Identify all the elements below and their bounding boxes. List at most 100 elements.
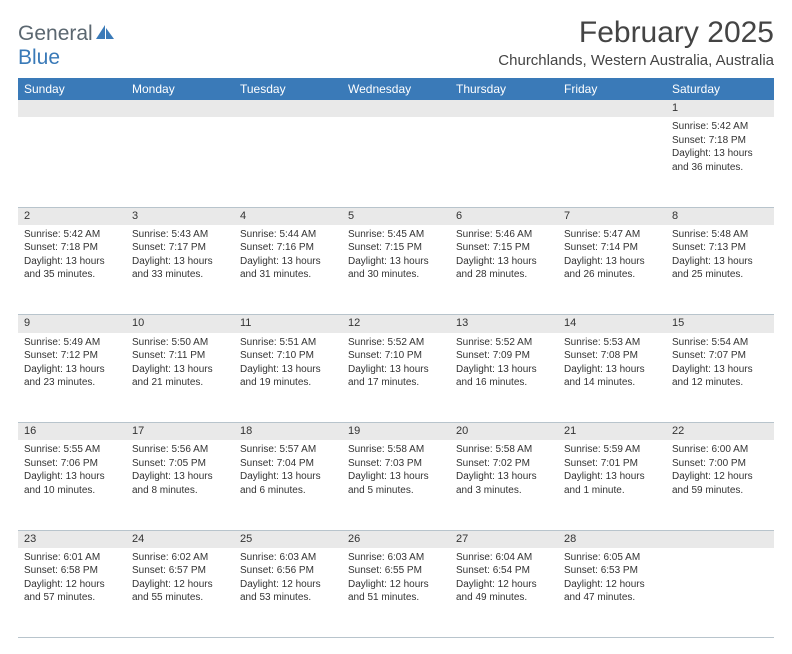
day-number: 20 (450, 423, 558, 441)
day-header: Friday (558, 78, 666, 100)
sunrise-text: Sunrise: 5:45 AM (348, 228, 444, 242)
day-number (558, 100, 666, 117)
daylight-text: Daylight: 13 hours and 10 minutes. (24, 470, 120, 497)
day-header: Sunday (18, 78, 126, 100)
sunrise-text: Sunrise: 5:48 AM (672, 228, 768, 242)
day-number: 16 (18, 423, 126, 441)
day-details: Sunrise: 6:03 AMSunset: 6:56 PMDaylight:… (234, 548, 342, 611)
day-header: Saturday (666, 78, 774, 100)
calendar-body: 1Sunrise: 5:42 AMSunset: 7:18 PMDaylight… (18, 100, 774, 638)
day-number: 27 (450, 530, 558, 548)
day-details: Sunrise: 6:05 AMSunset: 6:53 PMDaylight:… (558, 548, 666, 611)
day-number: 14 (558, 315, 666, 333)
calendar-header-row: Sunday Monday Tuesday Wednesday Thursday… (18, 78, 774, 100)
sunrise-text: Sunrise: 5:54 AM (672, 336, 768, 350)
day-cell: Sunrise: 5:56 AMSunset: 7:05 PMDaylight:… (126, 440, 234, 530)
daylight-text: Daylight: 13 hours and 28 minutes. (456, 255, 552, 282)
daylight-text: Daylight: 12 hours and 47 minutes. (564, 578, 660, 605)
location: Churchlands, Western Australia, Australi… (498, 52, 774, 69)
day-number: 26 (342, 530, 450, 548)
day-cell: Sunrise: 5:50 AMSunset: 7:11 PMDaylight:… (126, 333, 234, 423)
sunset-text: Sunset: 7:07 PM (672, 349, 768, 363)
sunrise-text: Sunrise: 5:43 AM (132, 228, 228, 242)
day-cell: Sunrise: 5:42 AMSunset: 7:18 PMDaylight:… (666, 117, 774, 207)
day-cell: Sunrise: 6:00 AMSunset: 7:00 PMDaylight:… (666, 440, 774, 530)
day-cell: Sunrise: 5:53 AMSunset: 7:08 PMDaylight:… (558, 333, 666, 423)
day-number: 17 (126, 423, 234, 441)
day-details: Sunrise: 5:58 AMSunset: 7:02 PMDaylight:… (450, 440, 558, 503)
sunset-text: Sunset: 7:06 PM (24, 457, 120, 471)
day-number: 2 (18, 207, 126, 225)
sunset-text: Sunset: 6:56 PM (240, 564, 336, 578)
sunrise-text: Sunrise: 5:52 AM (348, 336, 444, 350)
sunrise-text: Sunrise: 5:46 AM (456, 228, 552, 242)
sunset-text: Sunset: 7:11 PM (132, 349, 228, 363)
daylight-text: Daylight: 12 hours and 53 minutes. (240, 578, 336, 605)
day-details: Sunrise: 5:45 AMSunset: 7:15 PMDaylight:… (342, 225, 450, 288)
day-cell: Sunrise: 5:47 AMSunset: 7:14 PMDaylight:… (558, 225, 666, 315)
day-details: Sunrise: 5:56 AMSunset: 7:05 PMDaylight:… (126, 440, 234, 503)
sunset-text: Sunset: 6:55 PM (348, 564, 444, 578)
sunrise-text: Sunrise: 6:00 AM (672, 443, 768, 457)
daylight-text: Daylight: 13 hours and 26 minutes. (564, 255, 660, 282)
day-details: Sunrise: 5:52 AMSunset: 7:09 PMDaylight:… (450, 333, 558, 396)
day-cell (234, 117, 342, 207)
daylight-text: Daylight: 13 hours and 5 minutes. (348, 470, 444, 497)
day-details: Sunrise: 5:59 AMSunset: 7:01 PMDaylight:… (558, 440, 666, 503)
sunset-text: Sunset: 7:13 PM (672, 241, 768, 255)
week-row: Sunrise: 5:42 AMSunset: 7:18 PMDaylight:… (18, 225, 774, 315)
day-cell: Sunrise: 5:59 AMSunset: 7:01 PMDaylight:… (558, 440, 666, 530)
day-number: 19 (342, 423, 450, 441)
day-cell: Sunrise: 5:44 AMSunset: 7:16 PMDaylight:… (234, 225, 342, 315)
sunset-text: Sunset: 6:54 PM (456, 564, 552, 578)
daylight-text: Daylight: 13 hours and 19 minutes. (240, 363, 336, 390)
sunrise-text: Sunrise: 5:51 AM (240, 336, 336, 350)
day-number: 7 (558, 207, 666, 225)
sunrise-text: Sunrise: 5:58 AM (348, 443, 444, 457)
day-details: Sunrise: 5:43 AMSunset: 7:17 PMDaylight:… (126, 225, 234, 288)
calendar-page: General Blue February 2025 Churchlands, … (0, 0, 792, 654)
day-number: 23 (18, 530, 126, 548)
sunrise-text: Sunrise: 6:05 AM (564, 551, 660, 565)
day-details: Sunrise: 5:54 AMSunset: 7:07 PMDaylight:… (666, 333, 774, 396)
day-details: Sunrise: 6:03 AMSunset: 6:55 PMDaylight:… (342, 548, 450, 611)
sunset-text: Sunset: 7:00 PM (672, 457, 768, 471)
sunset-text: Sunset: 7:10 PM (240, 349, 336, 363)
day-cell: Sunrise: 5:58 AMSunset: 7:02 PMDaylight:… (450, 440, 558, 530)
day-number (126, 100, 234, 117)
day-number: 21 (558, 423, 666, 441)
sunrise-text: Sunrise: 5:52 AM (456, 336, 552, 350)
day-details: Sunrise: 5:58 AMSunset: 7:03 PMDaylight:… (342, 440, 450, 503)
sunset-text: Sunset: 7:05 PM (132, 457, 228, 471)
daylight-text: Daylight: 12 hours and 59 minutes. (672, 470, 768, 497)
day-number: 1 (666, 100, 774, 117)
sunrise-text: Sunrise: 5:47 AM (564, 228, 660, 242)
day-details: Sunrise: 5:48 AMSunset: 7:13 PMDaylight:… (666, 225, 774, 288)
day-details: Sunrise: 6:00 AMSunset: 7:00 PMDaylight:… (666, 440, 774, 503)
sunrise-text: Sunrise: 5:50 AM (132, 336, 228, 350)
day-details: Sunrise: 5:42 AMSunset: 7:18 PMDaylight:… (666, 117, 774, 180)
logo-text-blue: Blue (18, 46, 60, 69)
day-header: Wednesday (342, 78, 450, 100)
logo-text-general: General (18, 22, 93, 45)
day-details: Sunrise: 6:04 AMSunset: 6:54 PMDaylight:… (450, 548, 558, 611)
day-details: Sunrise: 5:42 AMSunset: 7:18 PMDaylight:… (18, 225, 126, 288)
day-number (450, 100, 558, 117)
sunrise-text: Sunrise: 6:02 AM (132, 551, 228, 565)
day-number: 3 (126, 207, 234, 225)
sunrise-text: Sunrise: 5:56 AM (132, 443, 228, 457)
daylight-text: Daylight: 13 hours and 14 minutes. (564, 363, 660, 390)
day-number-row: 1 (18, 100, 774, 117)
daylight-text: Daylight: 13 hours and 16 minutes. (456, 363, 552, 390)
sunrise-text: Sunrise: 5:55 AM (24, 443, 120, 457)
logo-sail-icon (95, 24, 115, 40)
title-block: February 2025 Churchlands, Western Austr… (498, 16, 774, 69)
sunset-text: Sunset: 6:53 PM (564, 564, 660, 578)
sunset-text: Sunset: 7:18 PM (24, 241, 120, 255)
day-details: Sunrise: 5:53 AMSunset: 7:08 PMDaylight:… (558, 333, 666, 396)
sunrise-text: Sunrise: 6:04 AM (456, 551, 552, 565)
week-row: Sunrise: 5:55 AMSunset: 7:06 PMDaylight:… (18, 440, 774, 530)
sunrise-text: Sunrise: 5:58 AM (456, 443, 552, 457)
daylight-text: Daylight: 13 hours and 25 minutes. (672, 255, 768, 282)
day-number: 28 (558, 530, 666, 548)
